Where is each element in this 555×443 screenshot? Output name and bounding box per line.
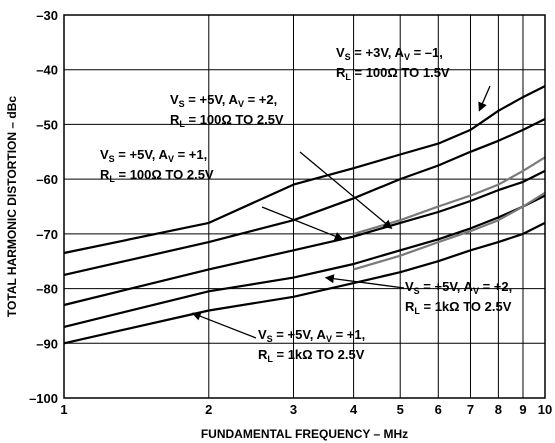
annotation-arrow — [299, 151, 393, 229]
y-axis-label: TOTAL HARMONIC DISTORTION – dBc — [5, 96, 19, 317]
annotation-line-2: RL = 100Ω TO 2.5V — [170, 112, 284, 129]
annotation-line-1: VS = +5V, AV = +2, — [405, 279, 512, 296]
series-line-5 — [63, 221, 546, 345]
annotation-line-2: RL = 100Ω TO 1.5V — [336, 65, 450, 82]
annotation-line-2: RL = 1kΩ TO 2.5V — [405, 299, 512, 316]
annotation-label: VS = +3V, AV = –1, RL = 100Ω TO 1.5V — [336, 45, 491, 112]
x-tick-label: 7 — [467, 402, 474, 417]
annotation-line-2: RL = 1kΩ TO 2.5V — [258, 347, 365, 364]
y-tick-label: –60 — [36, 172, 58, 187]
x-tick-label: 6 — [435, 402, 442, 417]
annotation-arrow — [324, 274, 405, 289]
y-tick-label: –50 — [36, 117, 58, 132]
annotation-arrow — [478, 85, 491, 112]
y-tick-label: –70 — [36, 227, 58, 242]
plot-frame — [63, 14, 546, 399]
annotation-label: VS = +5V, AV = +1, RL = 1kΩ TO 2.5V — [191, 311, 365, 364]
series-line-1 — [63, 85, 546, 255]
x-tick-label: 8 — [495, 402, 502, 417]
annotation-line-1: VS = +3V, AV = –1, — [336, 45, 443, 62]
annotation-label: VS = +5V, AV = +2, RL = 1kΩ TO 2.5V — [324, 274, 512, 316]
y-tick-label: –40 — [36, 63, 58, 78]
y-tick-label: –90 — [36, 336, 58, 351]
annotation-arrow — [261, 206, 344, 241]
y-tick-label: –30 — [36, 8, 58, 23]
annotation-line-2: RL = 100Ω TO 2.5V — [100, 167, 214, 184]
x-axis-label: FUNDAMENTAL FREQUENCY – MHz — [201, 427, 408, 441]
annotation-label: VS = +5V, AV = +1, RL = 100Ω TO 2.5V — [100, 147, 344, 241]
series-line-3 — [63, 169, 546, 307]
x-tick-label: 1 — [60, 402, 67, 417]
y-tick-label: –100 — [29, 391, 58, 406]
y-tick-label: –80 — [36, 282, 58, 297]
x-tick-label: 2 — [205, 402, 212, 417]
x-tick-label: 9 — [519, 402, 526, 417]
annotation-line-1: VS = +5V, AV = +2, — [170, 92, 277, 109]
x-tick-label: 4 — [350, 402, 358, 417]
annotation-label: VS = +5V, AV = +2, RL = 100Ω TO 2.5V — [170, 92, 393, 229]
annotation-line-1: VS = +5V, AV = +1, — [100, 147, 207, 164]
series-line-2 — [63, 118, 546, 276]
tick-labels: 1 2 3 4 5 6 7 8 9 10 –30 –40 –50 –60 –70 –80 –90 –100 — [29, 8, 552, 417]
annotation-arrow — [191, 311, 257, 339]
annotation-line-1: VS = +5V, AV = +1, — [258, 327, 365, 344]
series-line-7 — [353, 191, 546, 271]
series-line-4 — [63, 194, 546, 328]
x-tick-label: 5 — [397, 402, 404, 417]
x-tick-label: 10 — [538, 402, 552, 417]
x-tick-label: 3 — [290, 402, 297, 417]
plot-border — [63, 14, 546, 399]
series-lines — [63, 85, 546, 345]
series-line-6 — [353, 156, 546, 235]
